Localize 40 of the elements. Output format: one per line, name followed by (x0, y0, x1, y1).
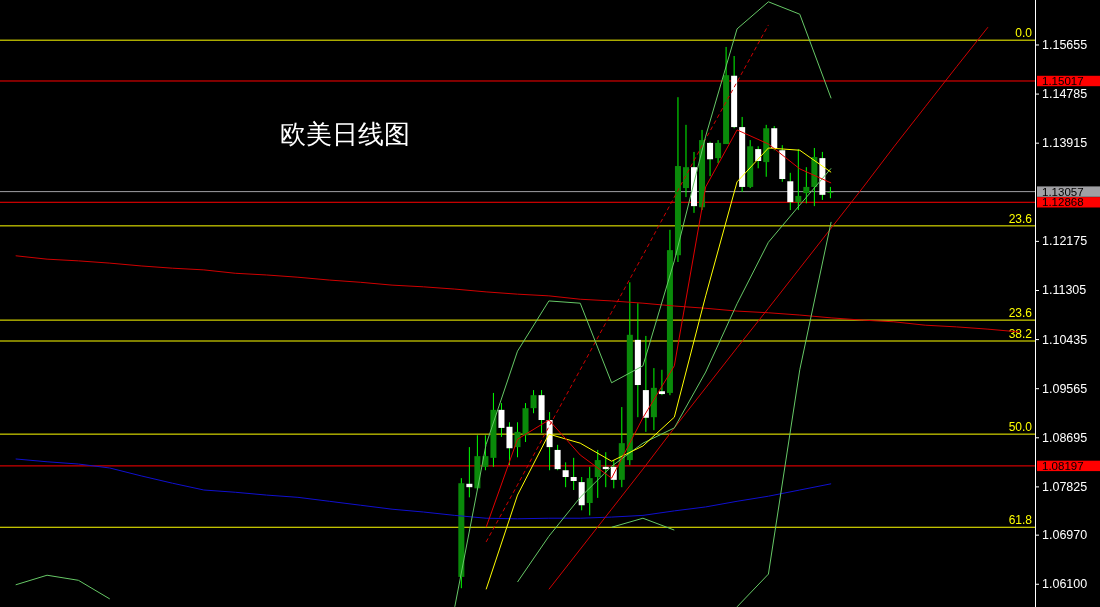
candlestick (682, 124, 689, 198)
ref-line-label: 1.08197 (1042, 459, 1084, 472)
y-tick-label: 1.06100 (1042, 577, 1088, 592)
candlestick (570, 457, 577, 491)
candlestick (795, 148, 802, 211)
y-tick-label: 1.11305 (1042, 283, 1087, 298)
candlestick (578, 476, 585, 511)
candlestick (827, 186, 834, 199)
ref-line-label: 1.15017 (1042, 74, 1084, 87)
y-tick-label: 1.12175 (1042, 234, 1088, 249)
y-tick-label: 1.06970 (1042, 528, 1088, 543)
candlestick (707, 141, 714, 177)
ref-line-label: 1.12868 (1042, 196, 1084, 209)
candlestick (562, 461, 569, 488)
y-tick-label: 1.08695 (1042, 430, 1088, 445)
annotation: 50.0 (1008, 420, 1033, 435)
annotation: 23.6 (1008, 211, 1033, 226)
candlestick (530, 389, 537, 414)
annotation: 61.8 (1008, 513, 1033, 528)
y-tick-label: 1.07825 (1042, 479, 1088, 494)
candlestick (755, 145, 762, 169)
candlestick (466, 446, 473, 498)
ref-line-label: 1.13057 (1042, 185, 1084, 198)
y-tick-label: 1.13915 (1042, 136, 1088, 151)
y-tick-label: 1.15655 (1042, 37, 1088, 52)
candlestick (803, 166, 810, 204)
annotation: 0.0 (1015, 26, 1033, 41)
candlestick (771, 125, 778, 151)
candlestick (506, 421, 513, 466)
annotation: 38.2 (1008, 327, 1033, 341)
text: 欧美日线图 (280, 119, 410, 149)
candlestick (715, 139, 722, 164)
candlestick (498, 402, 505, 438)
y-tick-label: 1.10435 (1042, 332, 1088, 347)
candlestick (554, 444, 561, 471)
candlestick (658, 369, 665, 396)
y-tick-label: 1.14785 (1042, 87, 1088, 102)
candlestick (787, 172, 794, 211)
annotation: 23.6 (1008, 306, 1033, 321)
y-tick-label: 1.09565 (1042, 381, 1088, 396)
